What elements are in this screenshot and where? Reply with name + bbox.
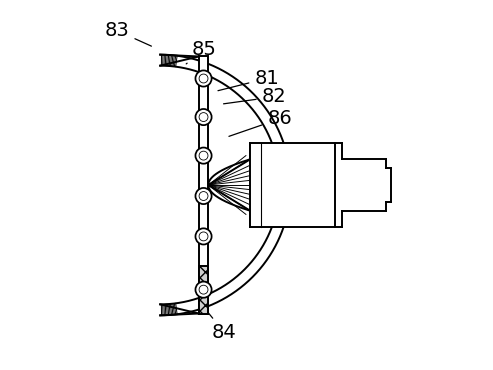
Text: 85: 85 [186,40,217,64]
Text: 83: 83 [105,21,151,46]
Text: 86: 86 [229,110,292,137]
Circle shape [199,74,208,83]
Circle shape [199,285,208,294]
Circle shape [199,232,208,241]
Circle shape [199,151,208,160]
Circle shape [199,112,208,121]
Circle shape [195,228,211,245]
Text: 84: 84 [205,309,237,342]
Circle shape [195,148,211,164]
Text: 81: 81 [218,69,279,91]
Circle shape [195,109,211,125]
Bar [199,57,209,313]
Bar [250,143,335,227]
Bar [199,266,209,313]
Circle shape [195,188,211,204]
Circle shape [195,70,211,87]
Text: 82: 82 [223,87,286,106]
Circle shape [199,192,208,201]
Circle shape [195,282,211,298]
